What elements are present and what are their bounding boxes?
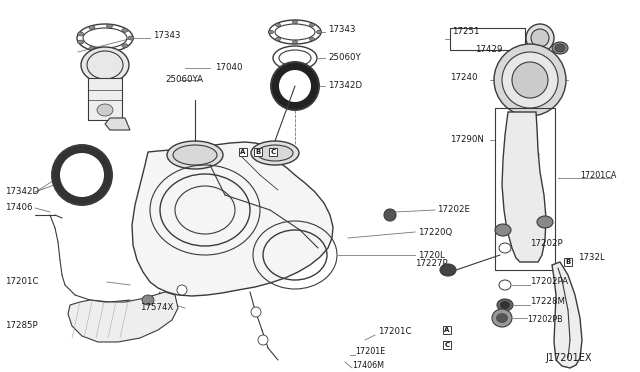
Polygon shape [132,142,333,296]
Ellipse shape [177,285,187,295]
Text: 17201CA: 17201CA [580,170,616,180]
Text: B: B [565,259,571,265]
Text: 1732L: 1732L [578,253,605,263]
Ellipse shape [167,141,223,169]
Ellipse shape [499,243,511,253]
Polygon shape [88,78,122,120]
Ellipse shape [494,44,566,116]
Ellipse shape [142,295,154,305]
Ellipse shape [276,23,280,27]
Ellipse shape [310,23,314,27]
Text: 17240: 17240 [450,74,477,83]
Ellipse shape [128,36,134,40]
Ellipse shape [122,28,128,32]
Ellipse shape [81,47,129,83]
Ellipse shape [496,313,508,323]
Text: 25060Y: 25060Y [328,52,361,61]
Ellipse shape [257,145,293,161]
Ellipse shape [384,209,396,221]
Ellipse shape [258,335,268,345]
Ellipse shape [310,37,314,41]
Ellipse shape [440,264,456,276]
Text: 17227P: 17227P [415,259,447,267]
Ellipse shape [531,29,549,47]
Text: 17574X: 17574X [140,304,173,312]
Ellipse shape [555,44,565,52]
Ellipse shape [251,141,299,165]
Ellipse shape [512,62,548,98]
Polygon shape [68,292,178,342]
Bar [450,28,525,50]
Ellipse shape [499,280,511,290]
Text: 17201C: 17201C [378,327,412,337]
Text: 17201C: 17201C [5,278,38,286]
Ellipse shape [502,52,558,108]
Text: C: C [444,342,449,348]
Ellipse shape [292,40,298,44]
Text: 17202E: 17202E [437,205,470,215]
Text: J17201EX: J17201EX [545,353,591,363]
Ellipse shape [495,224,511,236]
Text: 17342D: 17342D [5,187,39,196]
Ellipse shape [89,46,95,50]
Ellipse shape [537,216,553,228]
Text: 17201E: 17201E [355,347,385,356]
Polygon shape [502,112,546,262]
Ellipse shape [552,42,568,54]
Ellipse shape [173,145,217,165]
Text: 25060YA: 25060YA [165,76,203,84]
Ellipse shape [106,24,113,28]
Ellipse shape [52,145,112,205]
Ellipse shape [97,104,113,116]
Text: A: A [444,327,450,333]
Ellipse shape [500,301,510,309]
Ellipse shape [106,48,113,52]
Ellipse shape [89,26,95,30]
Text: B: B [255,149,260,155]
Ellipse shape [292,20,298,24]
Text: 17202PA: 17202PA [530,278,568,286]
Ellipse shape [269,30,273,34]
Text: 17406M: 17406M [352,360,384,369]
Text: 17343: 17343 [153,32,180,41]
Text: 17343: 17343 [328,26,355,35]
Ellipse shape [77,40,84,44]
Ellipse shape [60,153,104,197]
Text: C: C [271,149,276,155]
Text: 17202P: 17202P [530,238,563,247]
Ellipse shape [492,309,512,327]
Text: 17040: 17040 [215,64,243,73]
Polygon shape [552,262,582,368]
Ellipse shape [77,32,84,36]
Text: 17342D: 17342D [328,81,362,90]
Text: 17285P: 17285P [5,321,38,330]
Text: 17429: 17429 [475,45,502,55]
Text: 17228M: 17228M [530,298,565,307]
Ellipse shape [279,70,311,102]
Polygon shape [105,118,130,130]
Text: A: A [240,149,246,155]
Ellipse shape [251,307,261,317]
Ellipse shape [271,62,319,110]
Ellipse shape [276,37,280,41]
Text: 17202PB: 17202PB [527,315,563,324]
Ellipse shape [317,30,321,34]
Ellipse shape [497,299,513,311]
Text: 17290N: 17290N [450,135,484,144]
Bar [495,108,555,270]
Ellipse shape [526,24,554,52]
Text: 17251: 17251 [452,28,479,36]
Text: 17220Q: 17220Q [418,228,452,237]
Ellipse shape [122,44,128,48]
Text: 17406: 17406 [5,203,33,212]
Text: 1720L: 1720L [418,250,445,260]
